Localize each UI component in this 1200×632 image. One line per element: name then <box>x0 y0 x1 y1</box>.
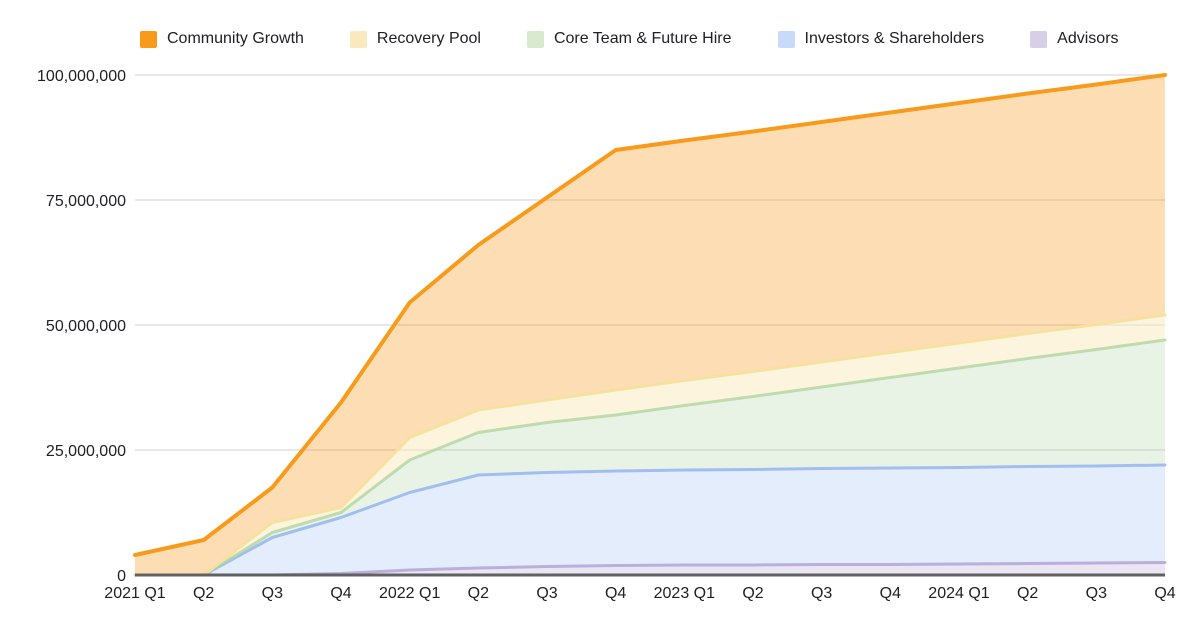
x-axis-tick-label: Q4 <box>330 585 351 602</box>
legend-label: Advisors <box>1057 30 1119 47</box>
x-axis-tick-label: Q3 <box>536 585 557 602</box>
legend-label: Community Growth <box>167 30 304 47</box>
x-axis-tick-label: Q4 <box>605 585 626 602</box>
x-axis-tick-label: 2021 Q1 <box>104 585 165 602</box>
x-axis-tick-label: 2024 Q1 <box>928 585 989 602</box>
x-axis-tick-label: Q3 <box>262 585 283 602</box>
legend-label: Core Team & Future Hire <box>553 30 732 47</box>
area-community-growth <box>135 75 1165 575</box>
x-axis-tick-label: Q2 <box>468 585 489 602</box>
y-axis-tick-label: 25,000,000 <box>46 443 126 460</box>
area-core-team-future-hire <box>135 340 1165 575</box>
legend-item-core-team-future-hire[interactable]: Core Team & Future Hire <box>526 28 732 50</box>
legend-item-community-growth[interactable]: Community Growth <box>140 28 304 50</box>
y-axis-tick-label: 75,000,000 <box>46 193 126 210</box>
chart-legend: Community Growth Recovery Pool Core Team &… <box>140 28 1119 50</box>
x-axis-tick-label: Q2 <box>742 585 763 602</box>
y-axis-tick-label: 0 <box>117 568 126 585</box>
legend-item-recovery-pool[interactable]: Recovery Pool <box>349 28 481 50</box>
y-axis-tick-label: 50,000,000 <box>46 318 126 335</box>
line-community-growth <box>133 73 1167 557</box>
legend-swatch-icon <box>1030 30 1048 48</box>
line-core-team-future-hire <box>133 338 1167 577</box>
x-axis-tick-label: Q2 <box>193 585 214 602</box>
line-investors-shareholders <box>133 463 1167 577</box>
legend-swatch-icon <box>140 30 157 48</box>
legend-swatch-icon <box>777 30 795 48</box>
x-axis-tick-label: 2023 Q1 <box>654 585 715 602</box>
line-recovery-pool <box>133 313 1167 577</box>
legend-swatch-icon <box>349 30 367 48</box>
legend-item-investors-shareholders[interactable]: Investors & Shareholders <box>777 28 985 50</box>
x-axis-tick-label: Q2 <box>1017 585 1038 602</box>
legend-label: Investors & Shareholders <box>804 30 985 47</box>
area-investors-shareholders <box>135 465 1165 575</box>
legend-swatch-icon <box>526 30 544 48</box>
legend-label: Recovery Pool <box>376 30 481 47</box>
x-axis-tick-label: Q3 <box>811 585 832 602</box>
y-axis-tick-label: 100,000,000 <box>37 68 126 85</box>
legend-item-advisors[interactable]: Advisors <box>1030 28 1119 50</box>
x-axis-tick-label: Q4 <box>880 585 901 602</box>
x-axis-tick-label: Q4 <box>1154 585 1175 602</box>
x-axis-tick-label: 2022 Q1 <box>379 585 440 602</box>
x-axis-tick-label: Q3 <box>1086 585 1107 602</box>
